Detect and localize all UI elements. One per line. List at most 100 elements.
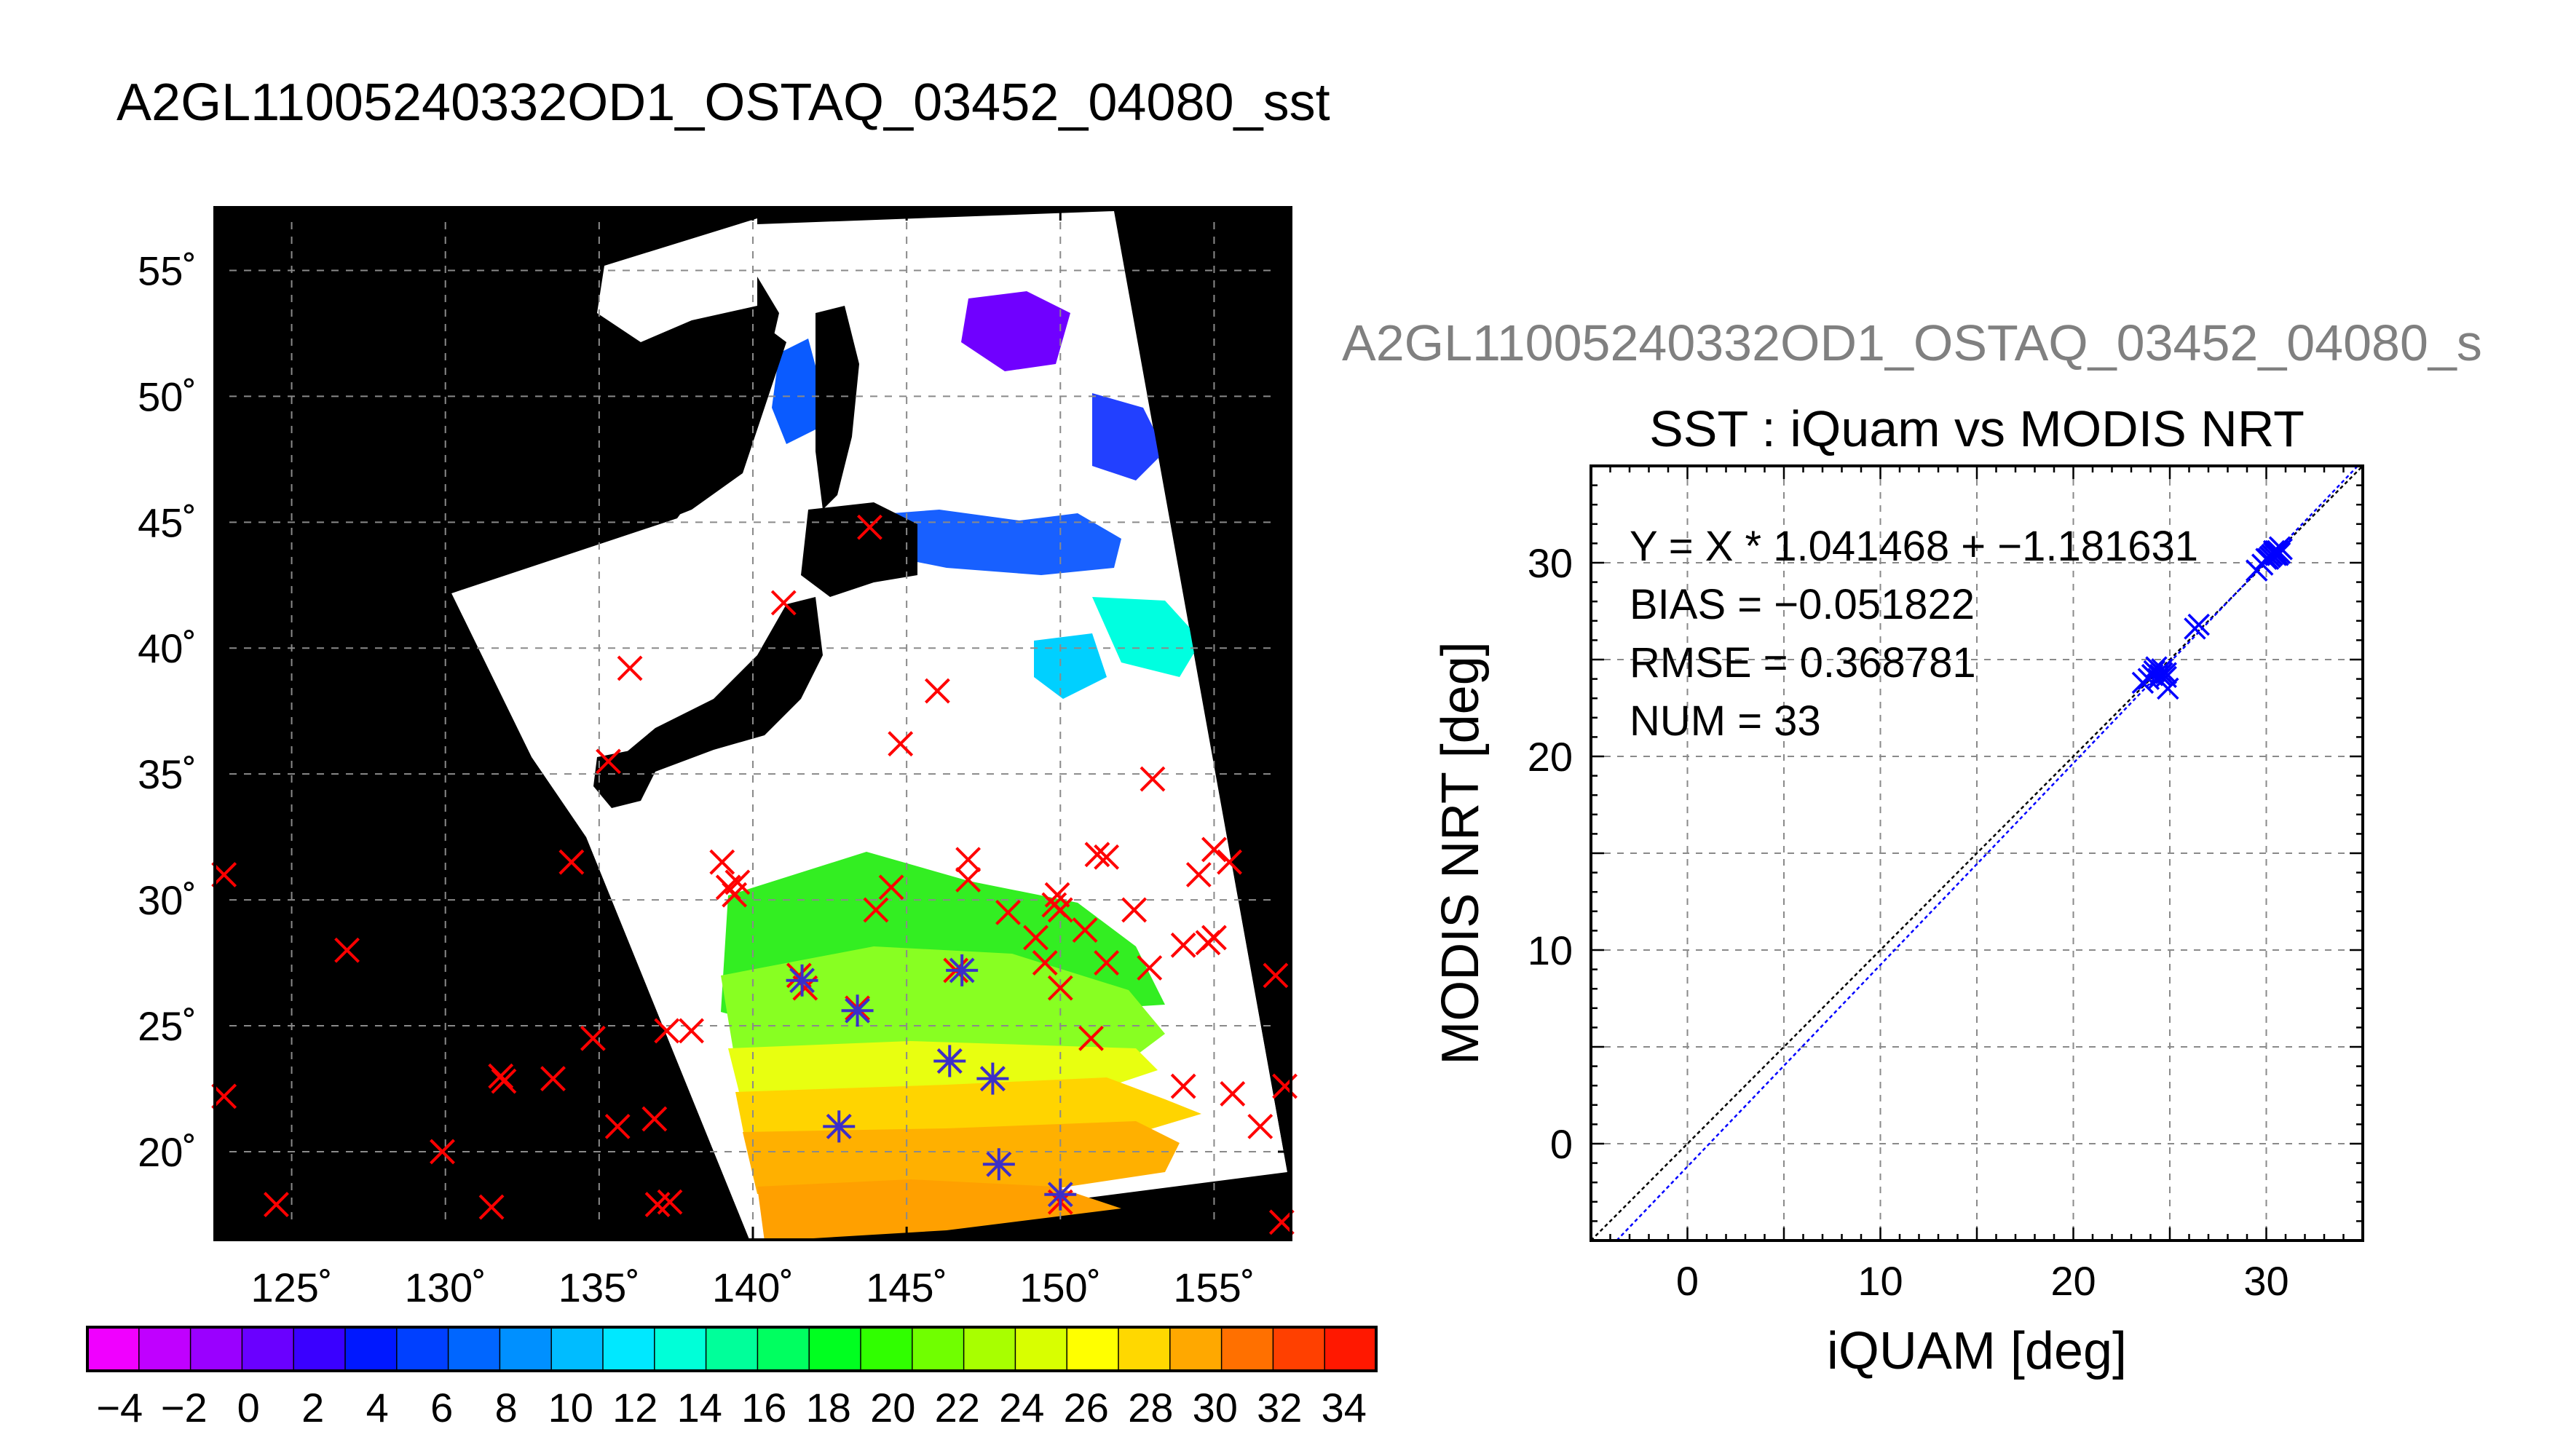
scatter-y-tick-label: 20 <box>1528 734 1573 780</box>
colorbar-cell <box>345 1327 398 1371</box>
map-match-marker <box>1032 950 1058 976</box>
sst-patch-cyan <box>1092 597 1201 677</box>
scatter-point <box>2155 662 2177 684</box>
colorbar-tick-label: 6 <box>430 1385 453 1431</box>
colorbar-cell <box>912 1327 965 1371</box>
map-x-tick-label: 125˚ <box>251 1265 333 1310</box>
stat-num: NUM = 33 <box>1630 697 1821 745</box>
map-y-tick-label: 25˚ <box>138 1003 197 1049</box>
colorbar-cell <box>499 1327 553 1371</box>
map-x-tick-label: 150˚ <box>1019 1265 1101 1310</box>
colorbar-tick-label: 18 <box>806 1385 851 1431</box>
colorbar-tick-label: −2 <box>161 1385 208 1431</box>
map-match-marker <box>1047 897 1073 923</box>
map-gridlines <box>215 207 1291 1240</box>
map-match-marker <box>491 1068 517 1094</box>
map-match-marker <box>1084 842 1110 868</box>
map-match-marker <box>1137 955 1163 981</box>
map-match-marker <box>1268 1209 1295 1235</box>
colorbar-tick-label: 8 <box>495 1385 518 1431</box>
colorbar-cell <box>757 1327 810 1371</box>
scatter-chart-title: SST : iQuam vs MODIS NRT <box>1649 400 2305 457</box>
sst-band-deep-orange <box>757 1179 1121 1240</box>
scatter-x-tick-label: 0 <box>1676 1258 1699 1304</box>
land-kyushu-shikoku <box>593 750 655 808</box>
colorbar-cells <box>87 1327 1377 1371</box>
sst-band-orange <box>743 1121 1180 1201</box>
map-x-tick-label: 145˚ <box>866 1265 947 1310</box>
sst-patch-blue-east <box>1092 393 1165 480</box>
map-match-marker <box>1023 925 1049 951</box>
map-match-marker <box>264 1192 289 1217</box>
map-match-marker <box>1094 844 1120 870</box>
colorbar-cell <box>293 1327 346 1371</box>
map-overlap-marker <box>786 964 818 997</box>
scatter-reference-lines <box>1590 465 2364 1241</box>
colorbar-tick-label: 30 <box>1193 1385 1238 1431</box>
colorbar-frame <box>86 1326 1378 1372</box>
map-match-marker <box>211 1083 237 1109</box>
colorbar-cell <box>190 1327 243 1371</box>
scatter-point <box>2264 544 2287 566</box>
map-overlap-marker <box>823 1110 856 1143</box>
stat-rmse: RMSE = 0.368781 <box>1630 639 1976 687</box>
colorbar-tick-label: 0 <box>237 1385 260 1431</box>
map-match-marker <box>955 847 982 873</box>
map-y-tick-label: 20˚ <box>138 1129 197 1175</box>
map-right-outside-swath <box>1114 207 1291 1240</box>
colorbar-tick-label: 34 <box>1322 1385 1367 1431</box>
map-match-marker <box>1121 897 1148 923</box>
land-honshu <box>612 597 823 786</box>
map-match-marker <box>724 869 751 895</box>
colorbar-tick-label: 2 <box>301 1385 324 1431</box>
scatter-point <box>2256 547 2280 570</box>
map-match-marker <box>1140 766 1166 792</box>
colorbar-cell <box>1169 1327 1223 1371</box>
colorbar-tick-label: 20 <box>870 1385 915 1431</box>
colorbar-tick-label: 28 <box>1128 1385 1173 1431</box>
map-x-tick-label: 140˚ <box>712 1265 794 1310</box>
colorbar-cell <box>654 1327 707 1371</box>
colorbar-cell <box>963 1327 1016 1371</box>
map-match-marker <box>1170 1073 1196 1099</box>
colorbar-cell <box>396 1327 449 1371</box>
map-x-tick-label: 130˚ <box>405 1265 486 1310</box>
map-match-marker <box>1078 1025 1104 1051</box>
map-match-marker <box>334 937 360 963</box>
map-match-marker <box>863 897 889 923</box>
map-match-marker <box>641 1106 668 1132</box>
map-match-marker <box>617 655 643 681</box>
map-y-tick-label: 55˚ <box>138 248 197 293</box>
map-match-marker <box>1044 882 1070 908</box>
regression-line <box>1616 465 2359 1241</box>
sst-patch-purple <box>961 291 1070 371</box>
map-axes: 125˚ 130˚ 135˚ 140˚ 145˚ 150˚ 155˚ 20˚ 25˚ 30˚ 35˚… <box>138 207 1291 1310</box>
map-match-marker <box>1201 836 1227 863</box>
colorbar-cell <box>1015 1327 1068 1371</box>
map-match-marker <box>955 867 982 893</box>
page-title: A2GL11005240332OD1_OSTAQ_03452_04080_sst <box>117 74 1330 132</box>
colorbar-cell <box>809 1327 861 1371</box>
scatter-point <box>2141 664 2164 687</box>
colorbar-cell <box>448 1327 501 1371</box>
colorbar-cell <box>1221 1327 1274 1371</box>
colorbar-tick-label: −4 <box>96 1385 143 1431</box>
colorbar-tick-labels: −4 −2 0 2 4 6 8 10 12 14 16 18 20 22 24 26 28 30 32 34 <box>96 1385 1367 1431</box>
map-match-marker <box>657 1189 683 1215</box>
map-overlap-marker <box>946 954 979 986</box>
map-match-marker <box>1170 932 1196 958</box>
colorbar-cell <box>242 1327 295 1371</box>
land-sakhalin <box>816 306 859 510</box>
stat-bias: BIAS = −0.051822 <box>1630 581 1975 628</box>
map-match-marker <box>1185 862 1212 887</box>
map-overlap-marker <box>976 1062 1009 1095</box>
map-match-marker <box>596 748 621 775</box>
scatter-point <box>2149 664 2171 687</box>
sst-patch-cyan2 <box>1034 633 1107 699</box>
map-match-marker <box>709 849 735 875</box>
map-y-tick-label: 50˚ <box>138 373 197 419</box>
map-match-marker <box>478 1194 505 1220</box>
map-match-marker <box>211 862 237 887</box>
colorbar-tick-label: 32 <box>1257 1385 1302 1431</box>
